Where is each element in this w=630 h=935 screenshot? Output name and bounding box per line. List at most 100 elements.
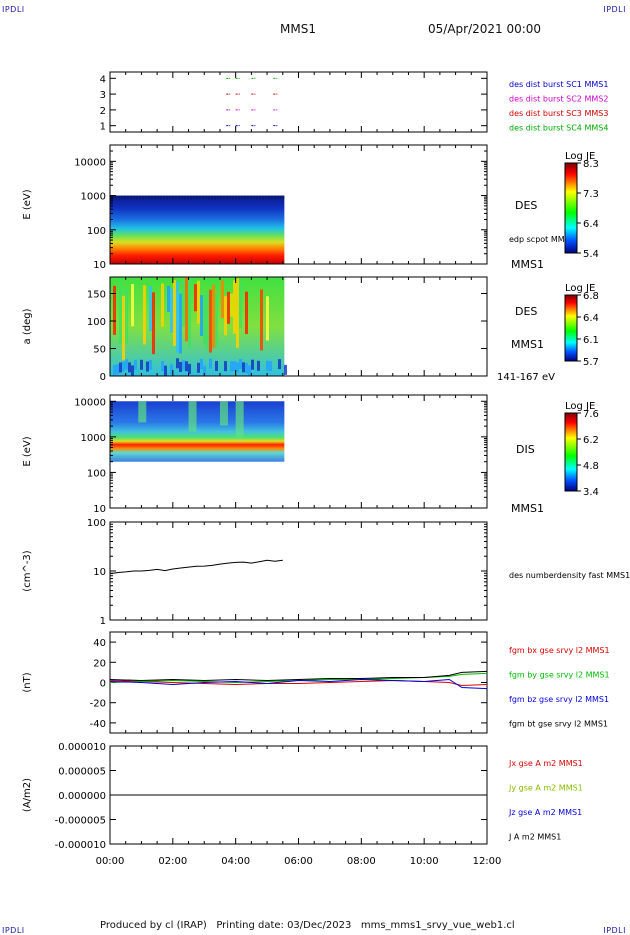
y-tick-label: 2 xyxy=(100,106,106,117)
heatmap-streak xyxy=(167,285,170,312)
corner-label-top-right: IPDLI xyxy=(603,5,626,14)
y-tick-label: 10 xyxy=(93,260,106,271)
y-tick-label: 0 xyxy=(100,679,106,690)
heatmap-streak xyxy=(236,278,239,348)
heatmap-streak xyxy=(149,359,152,370)
heatmap-streak xyxy=(236,362,239,373)
heatmap-streak xyxy=(248,365,251,376)
y-axis-label: E (eV) xyxy=(22,189,33,219)
legend-entry: fgm by gse srvy l2 MMS1 xyxy=(509,671,610,680)
heatmap-streak xyxy=(182,360,185,371)
heatmap-streak xyxy=(176,281,179,353)
legend-entry: Jy gse A m2 MMS1 xyxy=(508,784,583,793)
instrument-label: DES xyxy=(515,199,537,212)
y-tick-label: 150 xyxy=(87,290,106,301)
heatmap-streak xyxy=(284,364,287,375)
heatmap-streak xyxy=(128,362,131,373)
field-component-line xyxy=(109,672,488,684)
heatmap-streak xyxy=(224,361,227,372)
heatmap-streak xyxy=(152,292,155,355)
date-title: 05/Apr/2021 00:00 xyxy=(428,22,542,36)
y-tick-label: 1000 xyxy=(81,192,106,203)
colorbar-title: Log JE xyxy=(565,401,595,412)
x-tick-label: 10:00 xyxy=(410,856,439,867)
heatmap-streak xyxy=(203,365,206,376)
heatmap-streak xyxy=(176,358,179,369)
colorbar-tick-label: 3.4 xyxy=(583,487,599,498)
colorbar xyxy=(564,162,578,254)
heatmap-streak xyxy=(131,365,134,376)
heatmap-streak xyxy=(212,284,215,349)
y-tick-label: 100 xyxy=(87,226,106,237)
heatmap-streak xyxy=(209,289,212,353)
heatmap-streak xyxy=(161,361,164,372)
heatmap-streak xyxy=(203,295,206,345)
y-tick-label: 0 xyxy=(100,372,106,383)
corner-label-bottom-right: IPDLI xyxy=(603,926,626,935)
heatmap-streak xyxy=(149,286,152,332)
heatmap-streak xyxy=(266,360,269,371)
des-energy-heatmap xyxy=(110,195,285,264)
y-tick-label: 10000 xyxy=(74,157,106,168)
legend-entry: des numberdensity fast MMS1 xyxy=(509,571,630,580)
heatmap-streak xyxy=(170,364,173,375)
heatmap-streak xyxy=(188,363,191,374)
y-tick-label: 4 xyxy=(100,74,106,85)
x-tick-label: 00:00 xyxy=(96,856,125,867)
y-tick-label: 100 xyxy=(87,317,106,328)
legend-entry: des dist burst SC1 MMS1 xyxy=(509,80,608,89)
y-tick-label: 10 xyxy=(93,504,106,515)
legend-entry: fgm bz gse srvy l2 MMS1 xyxy=(509,695,609,704)
heatmap-streak xyxy=(146,361,149,372)
field-component-line xyxy=(109,670,488,682)
heatmap-streak xyxy=(179,361,182,372)
heatmap-streak xyxy=(242,362,245,373)
heatmap-streak xyxy=(245,291,248,335)
spacecraft-title: MMS1 xyxy=(280,22,316,36)
heatmap-streak xyxy=(219,401,228,426)
heatmap-streak xyxy=(206,291,209,351)
heatmap-streak xyxy=(200,358,203,369)
heatmap-streak xyxy=(185,361,188,372)
x-tick-label: 12:00 xyxy=(473,856,502,867)
y-tick-label: 0.000010 xyxy=(58,742,106,753)
overlay-note: edp scpot MMS1 xyxy=(509,235,575,244)
heatmap-streak xyxy=(122,295,125,361)
heatmap-streak xyxy=(119,281,122,344)
spacecraft-label: MMS1 xyxy=(511,258,544,271)
colorbar-tick-label: 6.4 xyxy=(583,313,599,324)
x-tick-label: 06:00 xyxy=(284,856,313,867)
heatmap-streak xyxy=(251,359,254,370)
heatmap-streak xyxy=(194,284,197,312)
y-tick-label: 100 xyxy=(87,518,106,529)
heatmap-streak xyxy=(188,401,197,432)
heatmap-streak xyxy=(182,278,185,327)
heatmap-streak xyxy=(239,359,242,370)
y-tick-label: -20 xyxy=(90,699,106,710)
heatmap-streak xyxy=(161,283,164,327)
heatmap-streak xyxy=(125,359,128,370)
y-axis-label: (nT) xyxy=(22,672,33,692)
field-component-line xyxy=(109,678,488,690)
footer-credits: Produced by cl (IRAP) Printing date: 03/… xyxy=(100,920,515,931)
colorbar-title: Log JE xyxy=(565,283,595,294)
field-component-line xyxy=(109,679,488,687)
y-tick-label: 1 xyxy=(100,616,106,627)
colorbar-tick-label: 6.1 xyxy=(583,335,599,346)
heatmap-streak xyxy=(143,285,146,345)
heatmap-streak xyxy=(140,359,143,370)
y-tick-label: 10000 xyxy=(74,397,106,408)
heatmap-streak xyxy=(233,280,236,334)
heatmap-streak xyxy=(138,401,147,423)
y-tick-label: 1000 xyxy=(81,433,106,444)
colorbar-tick-label: 7.6 xyxy=(583,409,599,420)
energy-range-label: 141-167 eV xyxy=(497,372,555,383)
colorbar-tick-label: 5.4 xyxy=(583,249,599,260)
heatmap-streak xyxy=(131,284,134,327)
heatmap-streak xyxy=(170,288,173,333)
dis-energy-heatmap xyxy=(110,401,285,462)
legend-entry: des dist burst SC3 MMS3 xyxy=(509,109,608,118)
x-tick-label: 04:00 xyxy=(221,856,250,867)
legend-entry: fgm bx gse srvy l2 MMS1 xyxy=(509,646,610,655)
